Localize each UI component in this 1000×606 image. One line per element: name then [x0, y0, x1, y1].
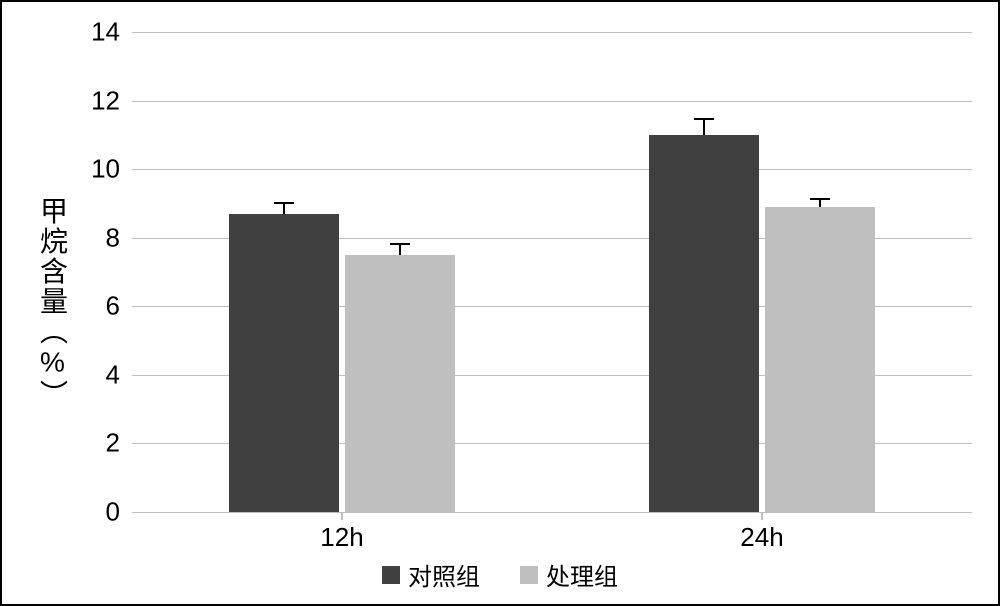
x-tick-label: 12h: [320, 522, 363, 553]
legend-item-control: 对照组: [382, 557, 480, 592]
chart-container: 甲烷含量（%） 0 2 4 6 8 10 12 14 12h 24h 对照组 处理组: [0, 0, 1000, 606]
y-tick-label: 10: [80, 154, 120, 185]
bar-control: [229, 214, 339, 512]
gridline: [132, 101, 972, 102]
legend-label-treatment: 处理组: [546, 557, 618, 592]
legend-swatch-treatment: [520, 566, 538, 584]
legend-item-treatment: 处理组: [520, 557, 618, 592]
y-tick-label: 12: [80, 85, 120, 116]
error-bar: [703, 118, 705, 135]
error-cap: [694, 118, 714, 120]
bar-control: [649, 135, 759, 512]
gridline: [132, 32, 972, 33]
y-tick-label: 6: [80, 291, 120, 322]
legend-swatch-control: [382, 566, 400, 584]
bar-treatment: [765, 207, 875, 512]
x-tick-mark: [761, 512, 763, 520]
legend: 对照组 处理组: [382, 557, 618, 592]
y-axis-label: 甲烷含量（%）: [32, 197, 72, 410]
error-cap: [810, 198, 830, 200]
plot-area: [132, 32, 972, 512]
bar-treatment: [345, 255, 455, 512]
y-tick-label: 14: [80, 17, 120, 48]
error-cap: [390, 243, 410, 245]
x-tick-mark: [341, 512, 343, 520]
gridline: [132, 512, 972, 513]
gridline: [132, 169, 972, 170]
y-tick-label: 8: [80, 222, 120, 253]
legend-label-control: 对照组: [408, 557, 480, 592]
y-tick-label: 4: [80, 359, 120, 390]
y-tick-label: 0: [80, 497, 120, 528]
error-cap: [274, 202, 294, 204]
y-tick-label: 2: [80, 428, 120, 459]
x-tick-label: 24h: [740, 522, 783, 553]
